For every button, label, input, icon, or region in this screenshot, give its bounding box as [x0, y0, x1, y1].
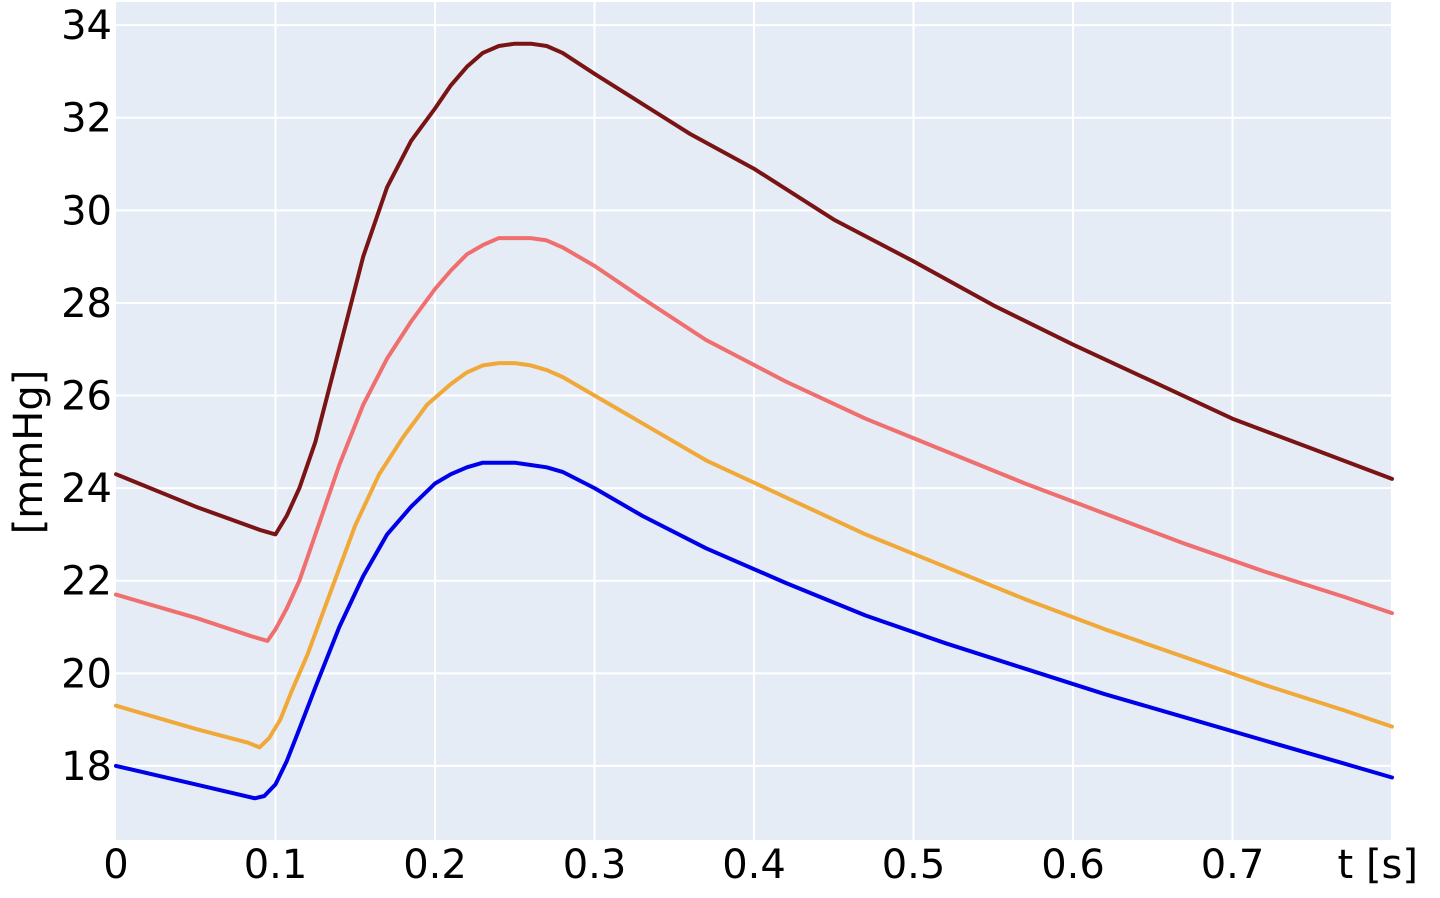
y-tick-label: 18 — [61, 744, 112, 790]
series-line-2 — [114, 236, 1394, 643]
x-tick-label: 0.7 — [1201, 842, 1265, 888]
x-tick-label: 0.3 — [563, 842, 627, 888]
y-tick-label: 24 — [61, 466, 112, 512]
horizontal-gridlines — [116, 24, 1392, 767]
y-tick-label: 20 — [61, 651, 112, 697]
series-lines — [114, 41, 1394, 801]
y-tick-label: 32 — [61, 96, 112, 142]
series-line-1 — [114, 41, 1394, 537]
x-tick-label: 0.6 — [1041, 842, 1105, 888]
y-tick-label: 28 — [61, 281, 112, 327]
vertical-gridlines — [274, 2, 1393, 840]
x-tick-label: 0.2 — [403, 842, 467, 888]
y-tick-label: 34 — [61, 3, 112, 49]
y-axis-label: [mmHg] — [6, 370, 52, 535]
series-line-4 — [114, 460, 1394, 801]
x-tick-label: 0.4 — [722, 842, 786, 888]
x-tick-label: 0.5 — [882, 842, 946, 888]
series-line-3 — [114, 361, 1394, 750]
x-tick-label: 0 — [103, 842, 128, 888]
x-axis-label: t [s] — [1338, 842, 1418, 888]
y-tick-label: 26 — [61, 374, 112, 420]
x-tick-labels: 0 0.1 0.2 0.3 0.4 0.5 0.6 0.7 — [103, 842, 1264, 888]
y-tick-label: 22 — [61, 559, 112, 605]
y-tick-labels: 18 20 22 24 26 28 30 32 34 — [61, 3, 112, 790]
y-tick-label: 30 — [61, 188, 112, 234]
x-tick-label: 0.1 — [244, 842, 308, 888]
